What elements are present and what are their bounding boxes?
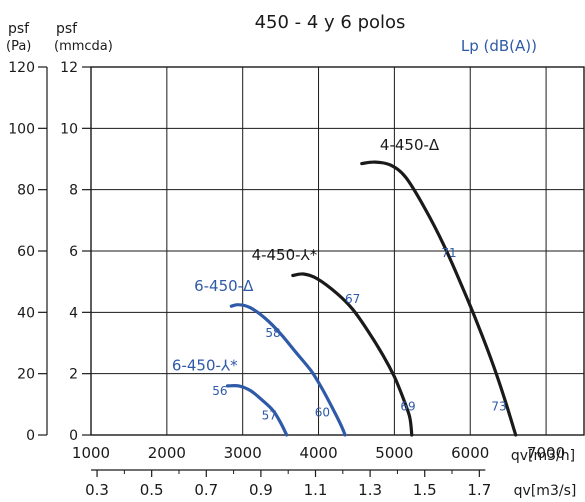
x-axis-m3h-tick-label: 1000 bbox=[72, 444, 110, 462]
inner-axis-tick-label: 2 bbox=[69, 367, 78, 383]
inner-axis-tick-label: 10 bbox=[60, 121, 78, 137]
x-axis-m3s-tick-label: 0.9 bbox=[249, 481, 273, 499]
chart-title: 450 - 4 y 6 polos bbox=[255, 12, 406, 33]
x-axis-m3h-tick-label: 3000 bbox=[224, 444, 262, 462]
noise-level-label: 56 bbox=[212, 384, 227, 398]
x-axis-m3s-tick-label: 0.7 bbox=[194, 481, 218, 499]
x-axis-m3h-tick-label: 7000 bbox=[527, 444, 565, 462]
noise-level-label: 58 bbox=[265, 326, 280, 340]
x-axis-m3s-tick-label: 0.5 bbox=[140, 481, 164, 499]
x-axis-m3h: 1000 2000 3000 4000 5000 6000 7000 bbox=[72, 444, 565, 462]
inner-axis-tick-label: 8 bbox=[69, 183, 78, 199]
curve-label: 6-450-⅄* bbox=[172, 357, 238, 375]
left-axis-tick-label: 0 bbox=[26, 428, 35, 444]
inner-axis-tick-label: 12 bbox=[60, 60, 78, 76]
curves: 71 73 67 69 58 60 56 57 bbox=[212, 160, 518, 437]
left-axis-unit: (Pa) bbox=[6, 39, 31, 54]
curve-labels: 4-450-Δ 4-450-⅄* 6-450-Δ 6-450-⅄* bbox=[172, 136, 440, 375]
noise-level-label: 73 bbox=[491, 399, 506, 413]
series-line bbox=[229, 303, 347, 437]
left-axis-tick-label: 20 bbox=[17, 367, 35, 383]
x-axis-m3s-tick-label: 0.3 bbox=[85, 481, 109, 499]
inner-axis-tick-label: 0 bbox=[69, 428, 78, 444]
noise-level-label: 69 bbox=[400, 399, 415, 413]
curve-label: 4-450-⅄* bbox=[252, 246, 318, 264]
inner-axis-label: psf bbox=[56, 21, 78, 37]
x-axis-m3h-tick-label: 6000 bbox=[451, 444, 489, 462]
series-line bbox=[291, 272, 414, 437]
x-axis-m3h-label: qv[m3/h] bbox=[511, 448, 575, 464]
left-axis-tick-label: 100 bbox=[8, 121, 35, 137]
noise-level-label: 57 bbox=[262, 409, 277, 423]
noise-level-label: 60 bbox=[315, 406, 330, 420]
noise-legend: Lp (dB(A)) bbox=[461, 37, 537, 55]
noise-level-label: 67 bbox=[345, 292, 360, 306]
series-line bbox=[225, 383, 289, 437]
inner-axis-tick-label: 4 bbox=[69, 305, 78, 321]
x-axis-m3s-tick-label: 1.1 bbox=[304, 481, 328, 499]
inner-axis-unit: (mmcda) bbox=[54, 39, 113, 54]
inner-axis-tick-label: 6 bbox=[69, 244, 78, 260]
grid bbox=[91, 67, 584, 435]
left-axis-tick-label: 80 bbox=[17, 183, 35, 199]
left-axis-tick-label: 60 bbox=[17, 244, 35, 260]
x-axis-m3s: 0.3 0.5 0.7 0.9 1.1 1.3 1.5 1.7 bbox=[85, 469, 491, 499]
x-axis-m3h-tick-label: 5000 bbox=[375, 444, 413, 462]
left-axis-label: psf bbox=[8, 21, 30, 37]
inner-axis: 0 2 4 6 8 10 12 bbox=[60, 60, 91, 444]
left-axis: 0 20 40 60 80 100 120 bbox=[8, 60, 48, 444]
left-axis-tick-label: 120 bbox=[8, 60, 35, 76]
x-axis-m3s-tick-label: 1.3 bbox=[358, 481, 382, 499]
series-line bbox=[360, 160, 518, 437]
x-axis-m3s-tick-label: 1.7 bbox=[467, 481, 491, 499]
x-axis-m3h-tick-label: 4000 bbox=[299, 444, 337, 462]
curve-label: 4-450-Δ bbox=[380, 136, 440, 154]
x-axis-m3s-label: qv[m3/s] bbox=[514, 483, 577, 499]
noise-level-label: 71 bbox=[441, 246, 456, 260]
x-axis-m3h-tick-label: 2000 bbox=[148, 444, 186, 462]
left-axis-tick-label: 40 bbox=[17, 305, 35, 321]
x-axis-m3s-tick-label: 1.5 bbox=[413, 481, 437, 499]
curve-label: 6-450-Δ bbox=[194, 277, 254, 295]
